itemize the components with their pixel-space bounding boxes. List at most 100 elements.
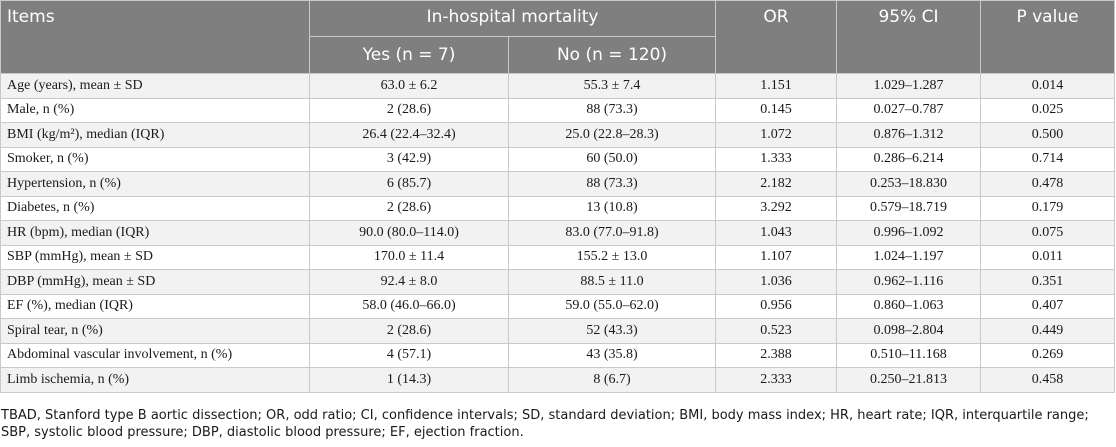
cell-yes: 1 (14.3) [309, 367, 509, 393]
cell-item: Hypertension, n (%) [0, 171, 310, 197]
cell-p-value: 0.714 [980, 146, 1116, 172]
cell-yes: 90.0 (80.0–114.0) [309, 220, 509, 246]
cell-no: 59.0 (55.0–62.0) [507, 293, 717, 319]
table-row: Spiral tear, n (%) 2 (28.6) 52 (43.3) 0.523… [0, 318, 1116, 344]
cell-p-value: 0.269 [980, 342, 1116, 368]
header-items: Items [0, 0, 310, 74]
header-in-hospital-mortality: In-hospital mortality [308, 0, 717, 37]
cell-or: 1.043 [715, 220, 838, 246]
header-p-value: P value [980, 0, 1116, 74]
cell-ci: 0.510–11.168 [836, 342, 982, 368]
table-row: Hypertension, n (%) 6 (85.7) 88 (73.3) 2.18… [0, 171, 1116, 197]
header-no: No (n = 120) [507, 36, 717, 74]
cell-p-value: 0.500 [980, 122, 1116, 148]
cell-ci: 0.860–1.063 [836, 293, 982, 319]
cell-or: 2.333 [715, 367, 838, 393]
cell-ci: 0.579–18.719 [836, 195, 982, 221]
table-row: EF (%), median (IQR) 58.0 (46.0–66.0) 59.0… [0, 293, 1116, 319]
cell-ci: 1.024–1.197 [836, 244, 982, 270]
cell-yes: 3 (42.9) [309, 146, 509, 172]
cell-no: 88.5 ± 11.0 [507, 269, 717, 295]
cell-no: 88 (73.3) [507, 97, 717, 123]
cell-no: 88 (73.3) [507, 171, 717, 197]
cell-no: 13 (10.8) [507, 195, 717, 221]
table-row: Abdominal vascular involvement, n (%) 4 (… [0, 342, 1116, 368]
cell-yes: 58.0 (46.0–66.0) [309, 293, 509, 319]
table-row: BMI (kg/m²), median (IQR) 26.4 (22.4–32.4… [0, 122, 1116, 148]
cell-ci: 0.996–1.092 [836, 220, 982, 246]
cell-no: 83.0 (77.0–91.8) [507, 220, 717, 246]
cell-ci: 0.286–6.214 [836, 146, 982, 172]
cell-yes: 2 (28.6) [309, 97, 509, 123]
cell-yes: 170.0 ± 11.4 [309, 244, 509, 270]
cell-item: Abdominal vascular involvement, n (%) [0, 342, 310, 368]
cell-p-value: 0.179 [980, 195, 1116, 221]
cell-no: 55.3 ± 7.4 [507, 73, 717, 99]
cell-no: 43 (35.8) [507, 342, 717, 368]
cell-ci: 1.029–1.287 [836, 73, 982, 99]
cell-item: SBP (mmHg), mean ± SD [0, 244, 310, 270]
cell-item: Diabetes, n (%) [0, 195, 310, 221]
header-yes: Yes (n = 7) [309, 36, 509, 74]
table-row: Age (years), mean ± SD 63.0 ± 6.2 55.3 ± 7… [0, 73, 1116, 99]
cell-yes: 2 (28.6) [309, 318, 509, 344]
cell-item: Limb ischemia, n (%) [0, 367, 310, 393]
cell-no: 60 (50.0) [507, 146, 717, 172]
cell-p-value: 0.351 [980, 269, 1116, 295]
cell-item: HR (bpm), median (IQR) [0, 220, 310, 246]
cell-p-value: 0.011 [980, 244, 1116, 270]
cell-yes: 2 (28.6) [309, 195, 509, 221]
cell-yes: 26.4 (22.4–32.4) [309, 122, 509, 148]
header-or: OR [715, 0, 838, 74]
cell-or: 2.388 [715, 342, 838, 368]
table-row: DBP (mmHg), mean ± SD 92.4 ± 8.0 88.5 ± 11… [0, 269, 1116, 295]
cell-yes: 6 (85.7) [309, 171, 509, 197]
cell-or: 1.151 [715, 73, 838, 99]
cell-or: 3.292 [715, 195, 838, 221]
cell-yes: 63.0 ± 6.2 [309, 73, 509, 99]
cell-p-value: 0.025 [980, 97, 1116, 123]
table-footnote: TBAD, Stanford type B aortic dissection;… [1, 408, 1089, 440]
cell-ci: 0.253–18.830 [836, 171, 982, 197]
table-row: HR (bpm), median (IQR) 90.0 (80.0–114.0) 8… [0, 220, 1116, 246]
cell-or: 1.072 [715, 122, 838, 148]
cell-or: 0.956 [715, 293, 838, 319]
cell-no: 52 (43.3) [507, 318, 717, 344]
table-row: Diabetes, n (%) 2 (28.6) 13 (10.8) 3.292 0.5… [0, 195, 1116, 221]
cell-p-value: 0.449 [980, 318, 1116, 344]
cell-item: EF (%), median (IQR) [0, 293, 310, 319]
cell-or: 1.107 [715, 244, 838, 270]
table-row: Smoker, n (%) 3 (42.9) 60 (50.0) 1.333 0.286… [0, 146, 1116, 172]
cell-ci: 0.098–2.804 [836, 318, 982, 344]
cell-p-value: 0.478 [980, 171, 1116, 197]
mortality-table: Items In-hospital mortality OR 95% CI P … [0, 0, 1116, 393]
cell-ci: 0.027–0.787 [836, 97, 982, 123]
cell-yes: 92.4 ± 8.0 [309, 269, 509, 295]
cell-item: Spiral tear, n (%) [0, 318, 310, 344]
cell-p-value: 0.075 [980, 220, 1116, 246]
cell-ci: 0.962–1.116 [836, 269, 982, 295]
cell-item: Male, n (%) [0, 97, 310, 123]
cell-item: BMI (kg/m²), median (IQR) [0, 122, 310, 148]
cell-or: 0.145 [715, 97, 838, 123]
cell-no: 155.2 ± 13.0 [507, 244, 717, 270]
cell-p-value: 0.458 [980, 367, 1116, 393]
cell-item: DBP (mmHg), mean ± SD [0, 269, 310, 295]
cell-ci: 0.250–21.813 [836, 367, 982, 393]
table-body: Age (years), mean ± SD 63.0 ± 6.2 55.3 ± 7… [0, 73, 1116, 393]
cell-or: 2.182 [715, 171, 838, 197]
cell-item: Smoker, n (%) [0, 146, 310, 172]
cell-no: 25.0 (22.8–28.3) [507, 122, 717, 148]
cell-item: Age (years), mean ± SD [0, 73, 310, 99]
table-row: Male, n (%) 2 (28.6) 88 (73.3) 0.145 0.027–0… [0, 97, 1116, 123]
table-row: Limb ischemia, n (%) 1 (14.3) 8 (6.7) 2.333… [0, 367, 1116, 393]
cell-p-value: 0.407 [980, 293, 1116, 319]
header-95-ci: 95% CI [836, 0, 982, 74]
cell-or: 1.036 [715, 269, 838, 295]
cell-no: 8 (6.7) [507, 367, 717, 393]
cell-ci: 0.876–1.312 [836, 122, 982, 148]
cell-p-value: 0.014 [980, 73, 1116, 99]
cell-or: 1.333 [715, 146, 838, 172]
table-row: SBP (mmHg), mean ± SD 170.0 ± 11.4 155.2 ±… [0, 244, 1116, 270]
cell-or: 0.523 [715, 318, 838, 344]
